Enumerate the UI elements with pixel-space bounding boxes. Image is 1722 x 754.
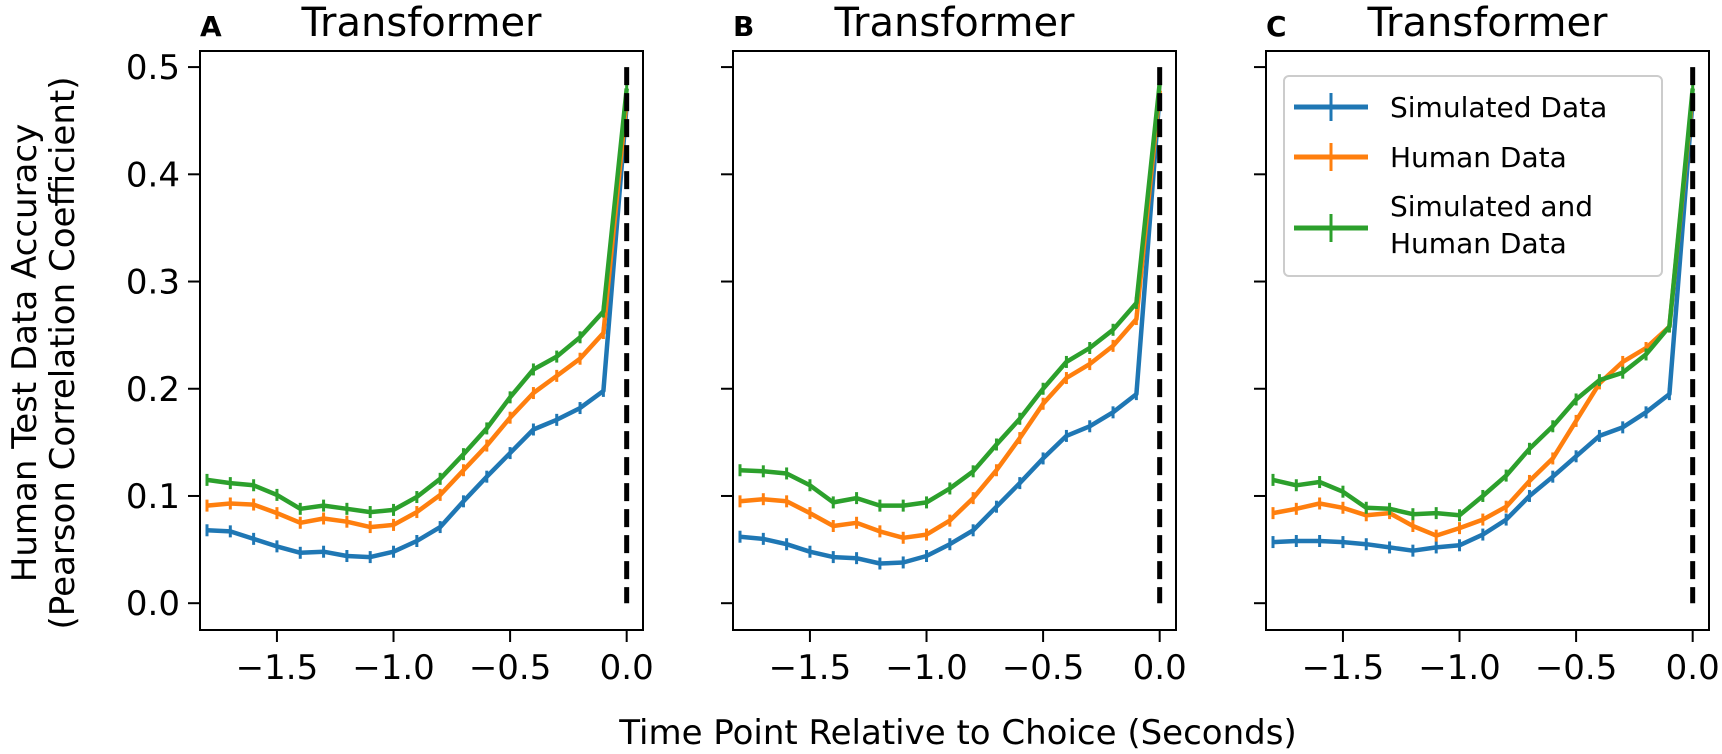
series-combined bbox=[738, 77, 1162, 512]
x-tick-label: 0.0 bbox=[1666, 648, 1720, 688]
x-tick-label: −0.5 bbox=[1535, 648, 1618, 688]
series-combined bbox=[205, 82, 629, 519]
series-line bbox=[206, 88, 629, 515]
y-tick-label: 0.3 bbox=[126, 263, 180, 303]
panel-title: Transformer bbox=[1366, 0, 1608, 46]
series-combined bbox=[1271, 82, 1695, 522]
y-tick-label: 0.1 bbox=[126, 477, 180, 517]
panel-a: 0.0 0.1 0.2 0.3 0.4 0.5 −1.5 −1.0 −0.5 0.0 A Transf… bbox=[126, 0, 654, 688]
series-line bbox=[739, 82, 1162, 508]
x-tick-label: 0.0 bbox=[600, 648, 654, 688]
y-tick-label: 0.4 bbox=[126, 155, 180, 195]
series-line bbox=[206, 104, 629, 560]
panels: 0.0 0.1 0.2 0.3 0.4 0.5 −1.5 −1.0 −0.5 0.0 A Transf… bbox=[126, 0, 1720, 688]
legend-swatch-combined bbox=[1294, 214, 1368, 242]
legend-label-simulated: Simulated Data bbox=[1390, 91, 1607, 124]
series-line bbox=[206, 99, 629, 530]
x-tick-label: −1.5 bbox=[1302, 648, 1385, 688]
legend-label-combined-line1: Simulated and bbox=[1390, 190, 1593, 223]
panel-title: Transformer bbox=[300, 0, 542, 46]
legend-label-combined-line2: Human Data bbox=[1390, 227, 1567, 260]
series-human bbox=[738, 84, 1162, 544]
legend: Simulated Data Human Data Simulated and … bbox=[1283, 75, 1663, 277]
x-axis-title: Time Point Relative to Choice (Seconds) bbox=[618, 713, 1296, 753]
y-tick-label: 0.2 bbox=[126, 370, 180, 410]
x-tick-label: −1.0 bbox=[885, 648, 968, 688]
x-tick-label: 0.0 bbox=[1133, 648, 1187, 688]
series-line bbox=[739, 90, 1162, 541]
series-human bbox=[205, 93, 629, 534]
panel-b: −1.5 −1.0 −0.5 0.0 B Transformer bbox=[721, 0, 1187, 688]
x-tick-label: −1.5 bbox=[236, 648, 319, 688]
series-simulated bbox=[1271, 93, 1695, 557]
series-simulated bbox=[205, 98, 629, 564]
series-simulated bbox=[738, 87, 1162, 570]
y-tick-label: 0.5 bbox=[126, 48, 180, 88]
panel-letter: B bbox=[733, 10, 754, 43]
panel-letter: A bbox=[200, 10, 222, 43]
x-tick-label: −1.0 bbox=[1418, 648, 1501, 688]
x-tick-label: −1.5 bbox=[769, 648, 852, 688]
y-axis-title-line1: Human Test Data Accuracy bbox=[5, 124, 45, 582]
y-tick-label: 0.0 bbox=[126, 584, 180, 624]
plot-frame bbox=[732, 50, 1177, 631]
panel-title: Transformer bbox=[833, 0, 1075, 46]
x-tick-label: −0.5 bbox=[1002, 648, 1085, 688]
legend-label-human: Human Data bbox=[1390, 141, 1567, 174]
y-axis-title-line2: (Pearson Correlation Coefficient) bbox=[43, 77, 83, 630]
panel-letter: C bbox=[1266, 10, 1287, 43]
legend-frame bbox=[1283, 75, 1663, 277]
panel-c: −1.5 −1.0 −0.5 0.0 C Transformer bbox=[1254, 0, 1720, 688]
x-tick-label: −1.0 bbox=[352, 648, 435, 688]
y-axis-title: Human Test Data Accuracy (Pearson Correl… bbox=[5, 77, 83, 630]
plot-frame bbox=[1265, 50, 1710, 631]
legend-swatch-simulated bbox=[1294, 93, 1368, 121]
plot-frame bbox=[199, 50, 644, 631]
x-tick-label: −0.5 bbox=[469, 648, 552, 688]
legend-swatch-human bbox=[1294, 143, 1368, 171]
